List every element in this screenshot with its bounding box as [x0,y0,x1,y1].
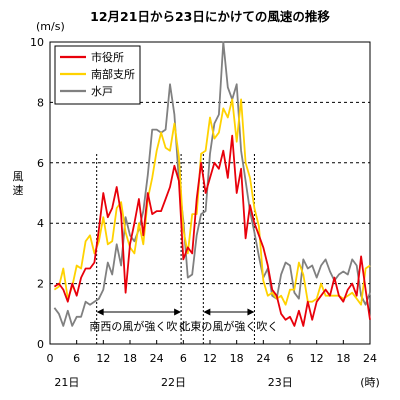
series-line [53,41,371,327]
x-tick-label: 6 [73,352,80,365]
x-tick-label: 24 [256,352,270,365]
annotation-arrowhead [247,308,255,316]
x-tick-label: 12 [310,352,324,365]
y-unit-label: (m/s) [36,20,65,33]
x-tick-labels: 0 6 12 18 24 6 12 18 24 6 12 18 24 [47,340,377,365]
day-label: 21日 [54,376,79,389]
y-gridlines [50,101,370,285]
annotation-label: 北東の風が強く吹く [179,319,278,333]
annotation-label: 南西の風が強く吹く [89,319,188,333]
y-tick-label: 2 [37,278,44,291]
annotation-arrowhead [96,308,104,316]
annotation-arrowhead [203,308,211,316]
chart-title: 12月21日から23日にかけての風速の推移 [90,9,330,24]
y-tick-label: 4 [37,217,44,230]
x-tick-label: 6 [180,352,187,365]
legend-label: 南部支所 [91,67,135,81]
y-tick-label: 8 [37,96,44,109]
x-tick-label: 18 [123,352,137,365]
y-axis-label: 風速 [13,170,24,197]
series-line [53,134,371,327]
y-tick-labels: 0 2 4 6 8 10 [30,36,44,351]
x-tick-label: 24 [363,352,377,365]
y-tick-label: 6 [37,157,44,170]
y-tick-label: 0 [37,338,44,351]
x-tick-label: 18 [336,352,350,365]
day-labels: 21日 22日 23日 [54,376,292,389]
x-tick-label: 12 [96,352,110,365]
x-tick-label: 24 [150,352,164,365]
annotation-arrowhead [174,308,182,316]
x-tick-label: 12 [203,352,217,365]
day-label: 23日 [268,376,293,389]
x-tick-label: 0 [47,352,54,365]
series-line [53,98,371,306]
day-label: 22日 [161,376,186,389]
x-tick-label: 18 [230,352,244,365]
legend-label: 市役所 [91,50,124,64]
x-unit-label: (時) [360,376,380,389]
series-lines [53,41,371,327]
y-tick-label: 10 [30,36,44,49]
legend-label: 水戸 [91,85,113,98]
x-tick-label: 6 [287,352,294,365]
